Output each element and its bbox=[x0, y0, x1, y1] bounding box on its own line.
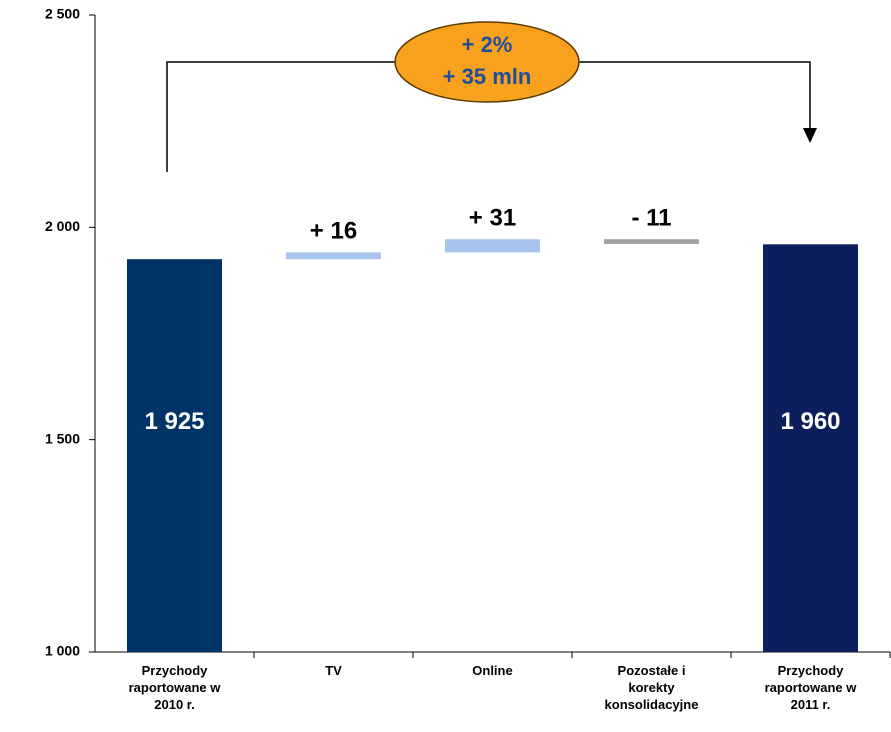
value-label: 1 960 bbox=[780, 408, 840, 435]
y-tick-label: 2 500 bbox=[45, 6, 80, 22]
bar bbox=[127, 259, 222, 652]
value-label: + 31 bbox=[469, 205, 516, 232]
bar bbox=[445, 239, 540, 253]
value-label: + 16 bbox=[310, 218, 357, 245]
x-tick-label: TV bbox=[325, 663, 342, 678]
y-tick-label: 2 000 bbox=[45, 218, 80, 234]
annotation-text: + 2% bbox=[462, 32, 513, 57]
bar bbox=[604, 239, 699, 244]
x-tick-label: Online bbox=[472, 663, 513, 678]
value-label: - 11 bbox=[631, 205, 671, 232]
bar bbox=[763, 244, 858, 652]
x-tick-label: Pozostałe i korekty konsolidacyjne bbox=[604, 663, 699, 712]
bar bbox=[286, 252, 381, 260]
annotation-text: + 35 mln bbox=[443, 64, 532, 89]
x-tick-label: Przychody raportowane w 2011 r. bbox=[764, 663, 857, 712]
y-tick-label: 1 000 bbox=[45, 643, 80, 659]
bracket-arrow bbox=[803, 128, 817, 143]
y-tick-label: 1 500 bbox=[45, 430, 80, 446]
value-label: 1 925 bbox=[144, 408, 204, 435]
annotation-bubble bbox=[394, 21, 580, 103]
x-tick-label: Przychody raportowane w 2010 r. bbox=[128, 663, 221, 712]
